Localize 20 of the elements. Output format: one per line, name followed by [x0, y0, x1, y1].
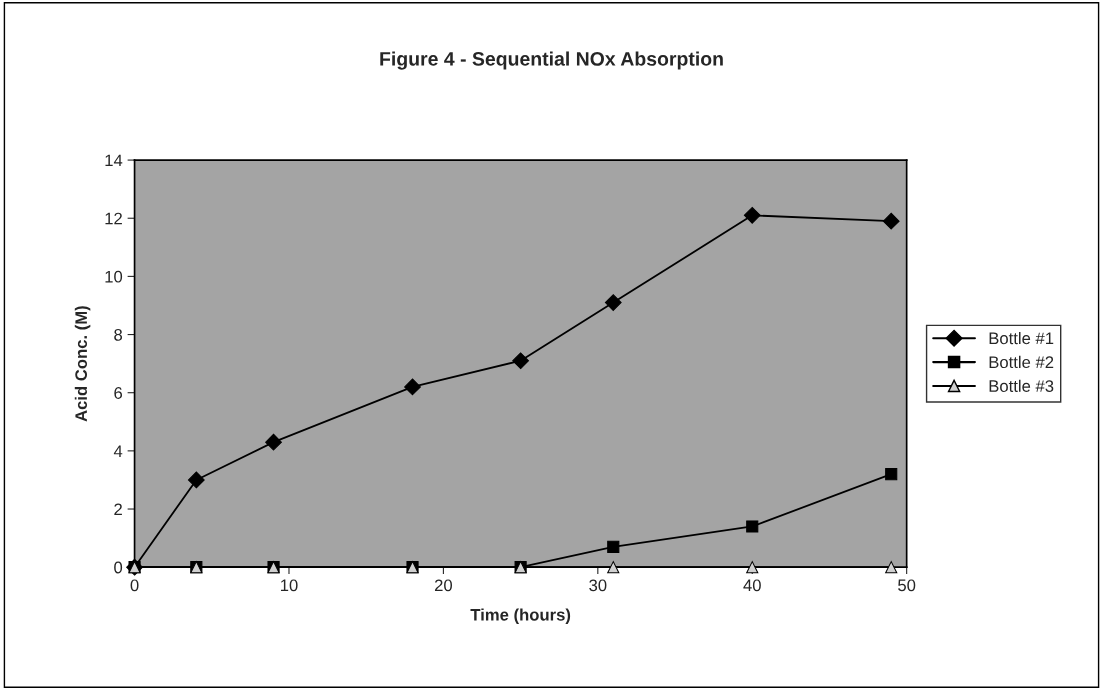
y-tick-label: 10	[105, 270, 123, 283]
y-tick-label: 14	[105, 154, 123, 167]
y-tick-label: 8	[114, 328, 123, 341]
y-tick-label: 12	[105, 212, 122, 225]
x-tick-label: 40	[743, 579, 761, 592]
x-tick-label: 10	[280, 579, 298, 592]
x-tick-label: 50	[898, 579, 916, 592]
y-tick-label: 4	[113, 445, 123, 457]
y-tick-label: 2	[114, 503, 122, 516]
x-tick-label: 0	[130, 579, 139, 592]
y-axis-title: Acid Conc. (M)	[74, 306, 91, 422]
chart-title: Figure 4 - Sequential NOx Absorption	[380, 51, 723, 70]
x-tick-label: 20	[434, 579, 453, 592]
y-tick-label: 6	[114, 387, 123, 399]
y-tick-label: 0	[114, 561, 123, 574]
legend-label: Bottle #3	[989, 379, 1054, 392]
legend-label: Bottle #1	[989, 331, 1054, 345]
legend-label: Bottle #2	[989, 355, 1054, 369]
x-axis-title: Time (hours)	[470, 608, 571, 624]
x-tick-label: 30	[589, 579, 607, 592]
